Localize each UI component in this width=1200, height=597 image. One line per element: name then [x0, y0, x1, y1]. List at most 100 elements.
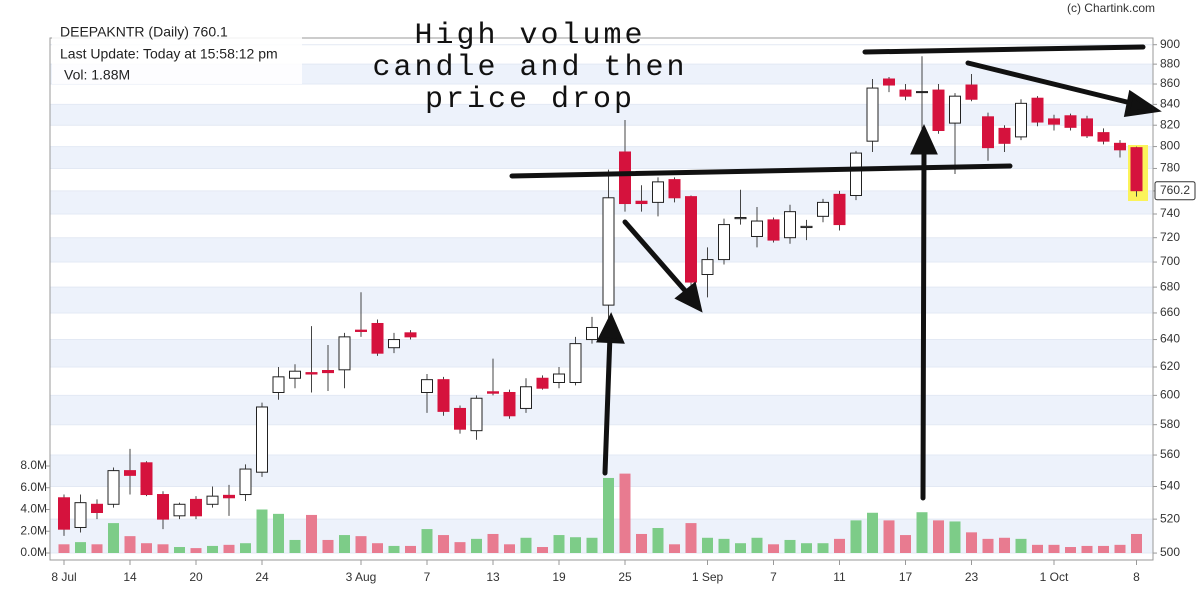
y-tick-label: 720 [1160, 230, 1180, 244]
volume-bar [570, 537, 581, 553]
candle-body [883, 78, 895, 86]
candle-body [107, 470, 120, 505]
grid-band [50, 64, 1153, 85]
volume-bar [669, 544, 680, 553]
arrow [602, 332, 613, 476]
volume-bar [850, 520, 862, 553]
volume-bar [75, 542, 86, 553]
y-tick-label: 540 [1160, 479, 1180, 493]
candle-body [421, 379, 433, 393]
candle-body [1015, 102, 1027, 138]
candle-body [998, 127, 1011, 144]
candle-body [668, 179, 681, 199]
arrow-head [910, 123, 938, 155]
candle-body [1130, 147, 1143, 192]
trend-line [509, 163, 1013, 179]
candle-body [866, 87, 879, 142]
y-tick-label: 900 [1160, 37, 1180, 51]
volume-bar [1015, 538, 1027, 553]
y-tick-label: 860 [1160, 76, 1180, 90]
last-price-box [1154, 181, 1196, 201]
candle-body [223, 494, 235, 499]
volume-bar [949, 521, 961, 553]
candle-body [371, 322, 384, 354]
volume-bar [1114, 544, 1126, 553]
volume-bar [289, 539, 301, 553]
grid-band [50, 395, 1153, 425]
x-tick-label: 24 [255, 570, 269, 584]
candle-body [784, 211, 796, 239]
candle-body [454, 407, 466, 430]
volume-bar [388, 545, 400, 553]
x-tick-label: 7 [770, 570, 777, 584]
candle-body [206, 495, 219, 505]
x-tick-label: 8 Jul [51, 570, 76, 584]
candle-body [586, 326, 598, 341]
volume-bar [636, 533, 647, 553]
y-tick-label: 560 [1160, 447, 1180, 461]
volume-bar [586, 537, 598, 553]
volume-bar [223, 544, 235, 553]
volume-bar [487, 533, 499, 553]
grid-band [50, 237, 1153, 263]
candle-body [124, 470, 136, 476]
candle-body [437, 379, 450, 412]
volume-bar [124, 536, 136, 553]
marks [58, 56, 1143, 553]
candle-body [949, 95, 961, 124]
arrow-head [596, 312, 625, 344]
x-tick-label: 1 Sep [692, 570, 724, 584]
volume-bar [322, 539, 334, 553]
arrow [622, 219, 691, 297]
candle-body [635, 200, 648, 205]
grid-band [50, 287, 1153, 313]
candle-body [982, 116, 994, 149]
volume-bar [619, 473, 631, 553]
y2-tick-label: 6.0M [20, 480, 47, 494]
volume-bar [883, 520, 895, 553]
candle-body [1048, 118, 1060, 125]
volume-bar [999, 537, 1010, 553]
x-tick-label: 1 Oct [1040, 570, 1069, 584]
y-tick-label: 880 [1160, 56, 1180, 70]
volume-bar [504, 544, 515, 553]
y-tick-label: 520 [1160, 511, 1180, 525]
volume-bar [867, 512, 878, 553]
volume-bar [1032, 544, 1043, 553]
candle-body [388, 339, 400, 349]
candle-body [1097, 132, 1110, 142]
candle-body [289, 370, 301, 379]
credit: (c) Chartink.com [1067, 1, 1155, 15]
candle-body [536, 377, 549, 389]
subtitle: Last Update: Today at 15:58:12 pm [60, 46, 278, 62]
volume-bar [58, 544, 70, 553]
candle-body [916, 91, 928, 94]
annotation: price drop [425, 83, 635, 117]
candle-body [58, 497, 70, 530]
candle-body [1031, 97, 1044, 123]
x-tick-label: 19 [552, 570, 566, 584]
grid-band [50, 190, 1153, 214]
y-tick-label: 600 [1160, 388, 1180, 402]
volume-bar [603, 477, 614, 553]
candle-body [272, 376, 285, 393]
trend-line [862, 44, 1146, 55]
candle-body [751, 220, 763, 237]
volume-bar [702, 537, 713, 553]
candle-body [602, 197, 615, 306]
volume-bar [438, 535, 449, 553]
volume-bar [768, 544, 779, 553]
x-tick-label: 11 [833, 570, 846, 584]
candle-body [157, 494, 169, 520]
y-tick-label: 740 [1160, 206, 1180, 220]
volume-bar [1048, 544, 1060, 553]
volume-bar [900, 535, 911, 553]
volume-bar [91, 544, 103, 553]
x-tick-label: 23 [965, 570, 979, 584]
candle-body [899, 89, 912, 97]
volume-bar [801, 543, 812, 553]
x-tick-label: 13 [486, 570, 500, 584]
y2-tick-label: 0.0M [20, 545, 47, 559]
volume-label: Vol: 1.88M [64, 67, 130, 83]
